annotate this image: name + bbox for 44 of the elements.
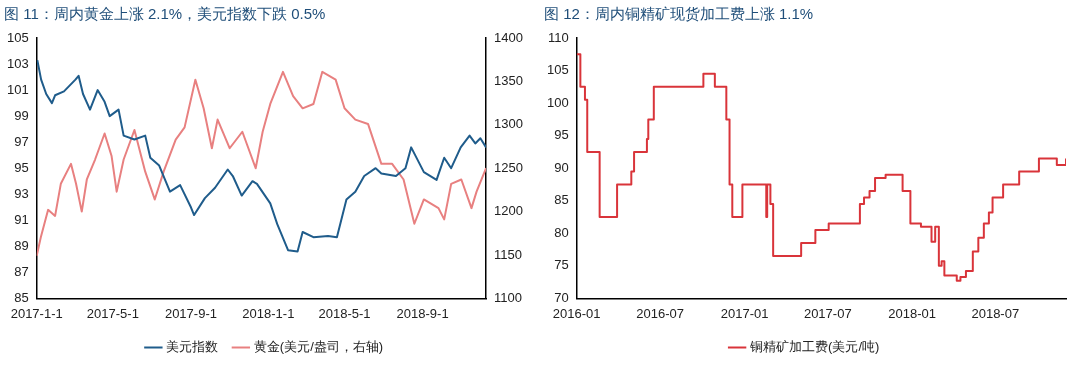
legend-label: 美元指数 [166, 339, 219, 355]
y-tick-label: 97 [14, 133, 29, 149]
chart-title: 图 12：周内铜精矿现货加工费上涨 1.1% [544, 5, 814, 23]
y-tick-label: 110 [547, 29, 569, 45]
x-tick-label: 2018-9-1 [396, 305, 449, 321]
y-tick-label: 70 [554, 289, 569, 305]
y2-tick-label: 1350 [494, 72, 523, 88]
y-tick-label: 93 [14, 185, 29, 201]
x-tick-label: 2018-01 [888, 305, 937, 321]
y-tick-label: 95 [554, 127, 569, 143]
y-tick-label: 99 [14, 107, 29, 123]
x-tick-label: 2016-01 [552, 305, 601, 321]
x-tick-label: 2017-01 [720, 305, 769, 321]
x-tick-label: 2017-5-1 [86, 305, 139, 321]
y-tick-label: 75 [554, 257, 569, 273]
x-tick-label: 2016-07 [636, 305, 685, 321]
y-tick-label: 85 [554, 192, 569, 208]
x-tick-label: 2017-9-1 [164, 305, 217, 321]
x-tick-label: 2018-1-1 [242, 305, 295, 321]
y-tick-label: 90 [554, 159, 569, 175]
y-tick-label: 101 [6, 81, 29, 97]
y2-tick-label: 1200 [494, 203, 523, 219]
x-tick-label: 2017-1-1 [10, 305, 63, 321]
y-tick-label: 105 [6, 29, 29, 45]
legend-label: 黄金(美元/盎司，右轴) [253, 339, 384, 355]
y-tick-label: 100 [546, 94, 569, 110]
y-tick-label: 91 [14, 211, 29, 227]
y-tick-label: 85 [14, 289, 29, 305]
y2-tick-label: 1250 [494, 159, 523, 175]
y-tick-label: 95 [14, 159, 29, 175]
y-tick-label: 80 [554, 224, 569, 240]
x-tick-label: 2018-5-1 [318, 305, 371, 321]
y2-tick-label: 1300 [494, 116, 523, 132]
y-tick-label: 89 [14, 237, 29, 253]
y-tick-label: 87 [14, 263, 29, 279]
y2-tick-label: 1150 [494, 246, 523, 262]
legend-label: 铜精矿加工费(美元/吨) [749, 339, 880, 355]
y2-tick-label: 1400 [494, 29, 523, 45]
y-tick-label: 103 [6, 55, 29, 71]
y-tick-label: 105 [546, 62, 569, 78]
x-tick-label: 2017-07 [803, 305, 852, 321]
x-tick-label: 2018-07 [971, 305, 1020, 321]
chart-title: 图 11：周内黄金上涨 2.1%，美元指数下跌 0.5% [4, 5, 326, 23]
y2-tick-label: 1100 [494, 289, 523, 305]
